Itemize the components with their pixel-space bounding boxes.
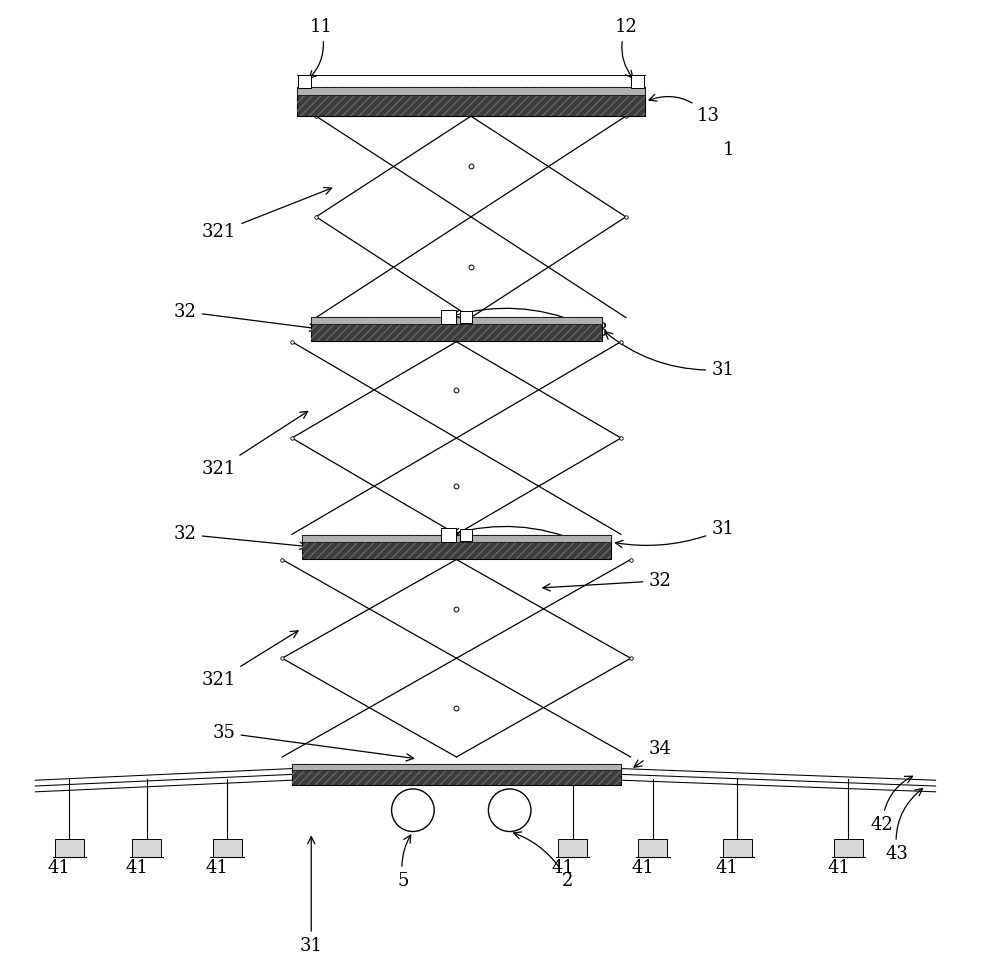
Bar [638,839,667,857]
Bar [631,75,644,87]
Text: 43: 43 [885,789,923,862]
Text: 41: 41 [206,860,229,877]
Text: 41: 41 [551,860,574,877]
Bar [311,318,602,323]
Text: 321: 321 [202,411,308,477]
Bar [132,839,161,857]
Text: 5: 5 [398,835,411,890]
Bar [302,534,611,560]
Bar [297,87,645,95]
Text: 34: 34 [634,741,671,768]
Text: 41: 41 [827,860,850,877]
Text: 13: 13 [649,94,720,125]
Bar [297,87,645,116]
Bar [460,311,472,323]
Text: 31: 31 [615,521,734,548]
Text: 31: 31 [605,332,734,378]
Text: 32: 32 [543,572,671,591]
Text: 321: 321 [202,631,298,688]
Text: 41: 41 [632,860,655,877]
Bar [55,839,84,857]
Text: 32: 32 [174,303,317,331]
Bar [558,839,587,857]
Bar [441,528,456,542]
Text: 11: 11 [309,18,332,78]
Bar [834,839,863,857]
Text: 1: 1 [723,141,734,159]
Bar [441,310,456,324]
Bar [460,529,472,541]
Text: 321: 321 [202,188,332,241]
Bar [298,75,311,87]
Text: 33: 33 [453,527,608,559]
Bar [292,764,621,785]
Text: 41: 41 [48,860,71,877]
Text: 12: 12 [614,18,637,78]
Text: 42: 42 [871,776,913,833]
Text: 33: 33 [453,308,608,340]
Text: 35: 35 [213,724,414,761]
Bar [302,534,611,560]
Text: 32: 32 [174,526,307,550]
Bar [292,764,621,785]
Bar [723,839,752,857]
Bar [297,87,645,116]
Bar [292,764,621,770]
Circle shape [488,789,531,832]
Bar [213,839,242,857]
Bar [311,317,602,341]
Text: 41: 41 [716,860,739,877]
Circle shape [392,789,434,832]
Bar [311,317,602,341]
Text: 31: 31 [300,836,323,954]
Text: 2: 2 [514,832,573,890]
Bar [302,534,611,542]
Text: 41: 41 [125,860,148,877]
